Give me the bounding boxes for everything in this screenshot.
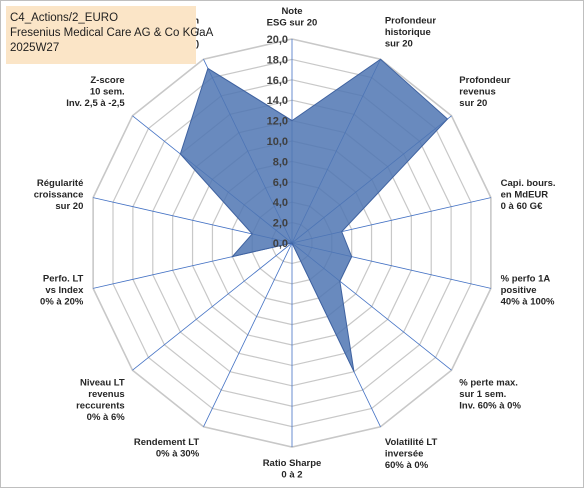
axis-label-line: Inv. 60% à 0% [459,400,521,411]
axis-label-line: 10 sem. [90,87,125,98]
r-tick-label: 0,0 [273,238,288,250]
axis-label-line: % perte max. [459,377,518,388]
axis-label-line: sur 20 [385,39,413,50]
axis-label-line: ESG sur 20 [267,18,318,29]
header-line-2: Fresenius Medical Care AG & Co KGaA [10,27,214,39]
axis-label-line: historique [385,27,431,38]
r-tick-label: 12,0 [267,116,288,128]
axis-label-line: 0% à 6% [87,412,126,423]
axis-label-line: Régularité [37,178,83,189]
r-tick-label: 20,0 [267,34,288,46]
axis-label-line: Profondeur [385,16,436,27]
axis-label-line: Rendement LT [134,437,199,448]
axis-label-line: 0 à 2 [281,470,302,481]
axis-label-line: Ratio Sharpe [263,458,322,469]
header-line-3: 2025W27 [10,42,60,54]
axis-spoke [203,242,293,427]
axis-label-line: Inv. 2,5 à -2,5 [66,98,125,109]
axis-label-line: croissance [34,190,84,201]
axis-label-line: en MdEUR [501,190,549,201]
axis-label-line: Note [281,6,302,17]
axis-label-line: sur 1 sem. [459,389,506,400]
r-tick-label: 18,0 [267,54,288,66]
axis-label-line: 0% à 20% [40,296,84,307]
r-tick-label: 14,0 [267,95,288,107]
axis-label-line: Volatilité LT [385,437,438,448]
axis-label-line: inversée [385,448,424,459]
axis-label: Rendement LT0% à 30% [134,437,200,460]
axis-label-line: 60% à 0% [385,460,429,471]
r-tick-label: 4,0 [273,197,288,209]
axis-label-line: 0 à 60 G€ [501,201,543,212]
axis-label-line: Profondeur [459,75,510,86]
axis-label-line: Niveau LT [80,377,125,388]
axis-label-line: sur 20 [459,98,487,109]
r-tick-label: 2,0 [273,218,288,230]
axis-label-line: revenus [459,87,495,98]
axis-label-line: reccurents [76,400,125,411]
r-tick-label: 10,0 [267,136,288,148]
r-tick-label: 16,0 [267,75,288,87]
axis-spoke [132,242,293,371]
axis-label: % perte max.sur 1 sem.Inv. 60% à 0% [459,377,521,411]
axis-label-line: 40% à 100% [501,296,555,307]
axis-label-line: Capi. bours. [501,178,556,189]
axis-label-line: revenus [88,389,124,400]
axis-label-line: positive [501,285,537,296]
r-tick-label: 8,0 [273,156,288,168]
axis-label-line: Z-score [90,75,124,86]
axis-label-line: 0% à 30% [156,448,200,459]
axis-label-line: sur 20 [55,201,83,212]
axis-label-line: Perfo. LT [43,273,84,284]
r-tick-label: 6,0 [273,177,288,189]
header-box: C4_Actions/2_EURO Fresenius Medical Care… [6,6,213,64]
axis-label-line: % perfo 1A [501,273,551,284]
header-line-1: C4_Actions/2_EURO [10,12,119,24]
axis-label-line: vs Index [45,285,84,296]
